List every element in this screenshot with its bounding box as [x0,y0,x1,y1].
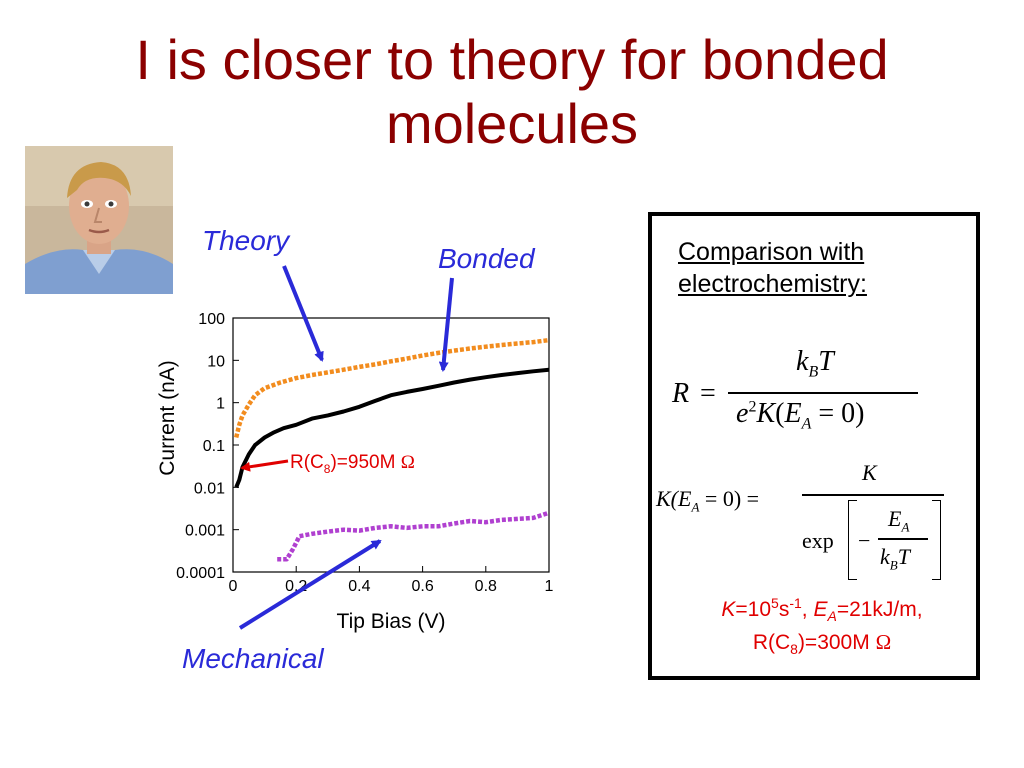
parameter-values: K=105s-1, EA=21kJ/m, R(C8)=300M Ω [721,595,923,658]
eq1-lhs: R [672,378,690,409]
theory-arrow [282,265,324,362]
y-tick-label: 100 [198,311,225,328]
eq2-inner-denominator: kBT [880,544,910,573]
portrait-photo [25,146,173,294]
theory-callout: Theory [202,225,290,256]
mechanical-callout: Mechanical [182,643,324,674]
y-tick-label: 1 [216,396,225,413]
eq2-fraction-bar [802,494,944,496]
x-tick-label: 0.4 [348,578,370,595]
y-tick-label: 0.001 [185,523,225,540]
eq2-lhs: K(EA = 0) = [656,486,760,515]
eq2-inner-fraction-bar [878,538,928,540]
series-mechanical-line [277,510,550,562]
y-tick-label: 0.0001 [176,565,225,582]
resistance-annotation: R(C8)=950M Ω [290,452,415,476]
panel-heading: Comparison with electrochemistry: [678,238,867,298]
x-tick-label: 1 [545,578,554,595]
bonded-callout: Bonded [438,243,535,274]
bonded-arrow [438,277,454,372]
x-axis-ticks: 0 0.2 0.4 0.6 0.8 1 [229,566,554,595]
series-theory-line [234,337,550,439]
eq1-numerator: kBT [796,346,834,381]
slide-title: I is closer to theory for bonded molecul… [135,28,889,155]
y-tick-label: 10 [207,353,225,370]
eq2-right-bracket [932,500,941,580]
series-layer [234,337,550,562]
eq2-exp: exp [802,528,834,553]
y-axis-label: Current (nA) [156,360,179,476]
equation-r: R = kBT e2K(EA = 0) [666,344,966,444]
x-tick-label: 0 [229,578,238,595]
eq2-numerator: K [862,460,877,485]
x-axis-label: Tip Bias (V) [337,610,446,633]
y-tick-label: 0.1 [203,438,225,455]
mechanical-arrow [238,539,382,630]
x-tick-label: 0.6 [411,578,433,595]
resistance-arrow [240,459,289,472]
x-tick-label: 0.8 [475,578,497,595]
y-tick-label: 0.01 [194,480,225,497]
plot-frame [232,317,550,573]
eq2-inner-numerator: EA [888,506,910,535]
eq2-left-bracket [848,500,857,580]
eq1-fraction-bar [728,392,918,394]
series-bonded-line [234,367,550,489]
y-axis-ticks: 0.0001 0.001 0.01 0.1 1 10 100 [176,311,239,582]
eq1-equals: = [700,378,716,409]
equation-k: K(EA = 0) = K exp − EA kBT [652,456,976,586]
eq2-minus: − [858,528,871,553]
comparison-panel: Comparison with electrochemistry: R = kB… [648,212,980,680]
eq1-denominator: e2K(EA = 0) [736,398,865,433]
